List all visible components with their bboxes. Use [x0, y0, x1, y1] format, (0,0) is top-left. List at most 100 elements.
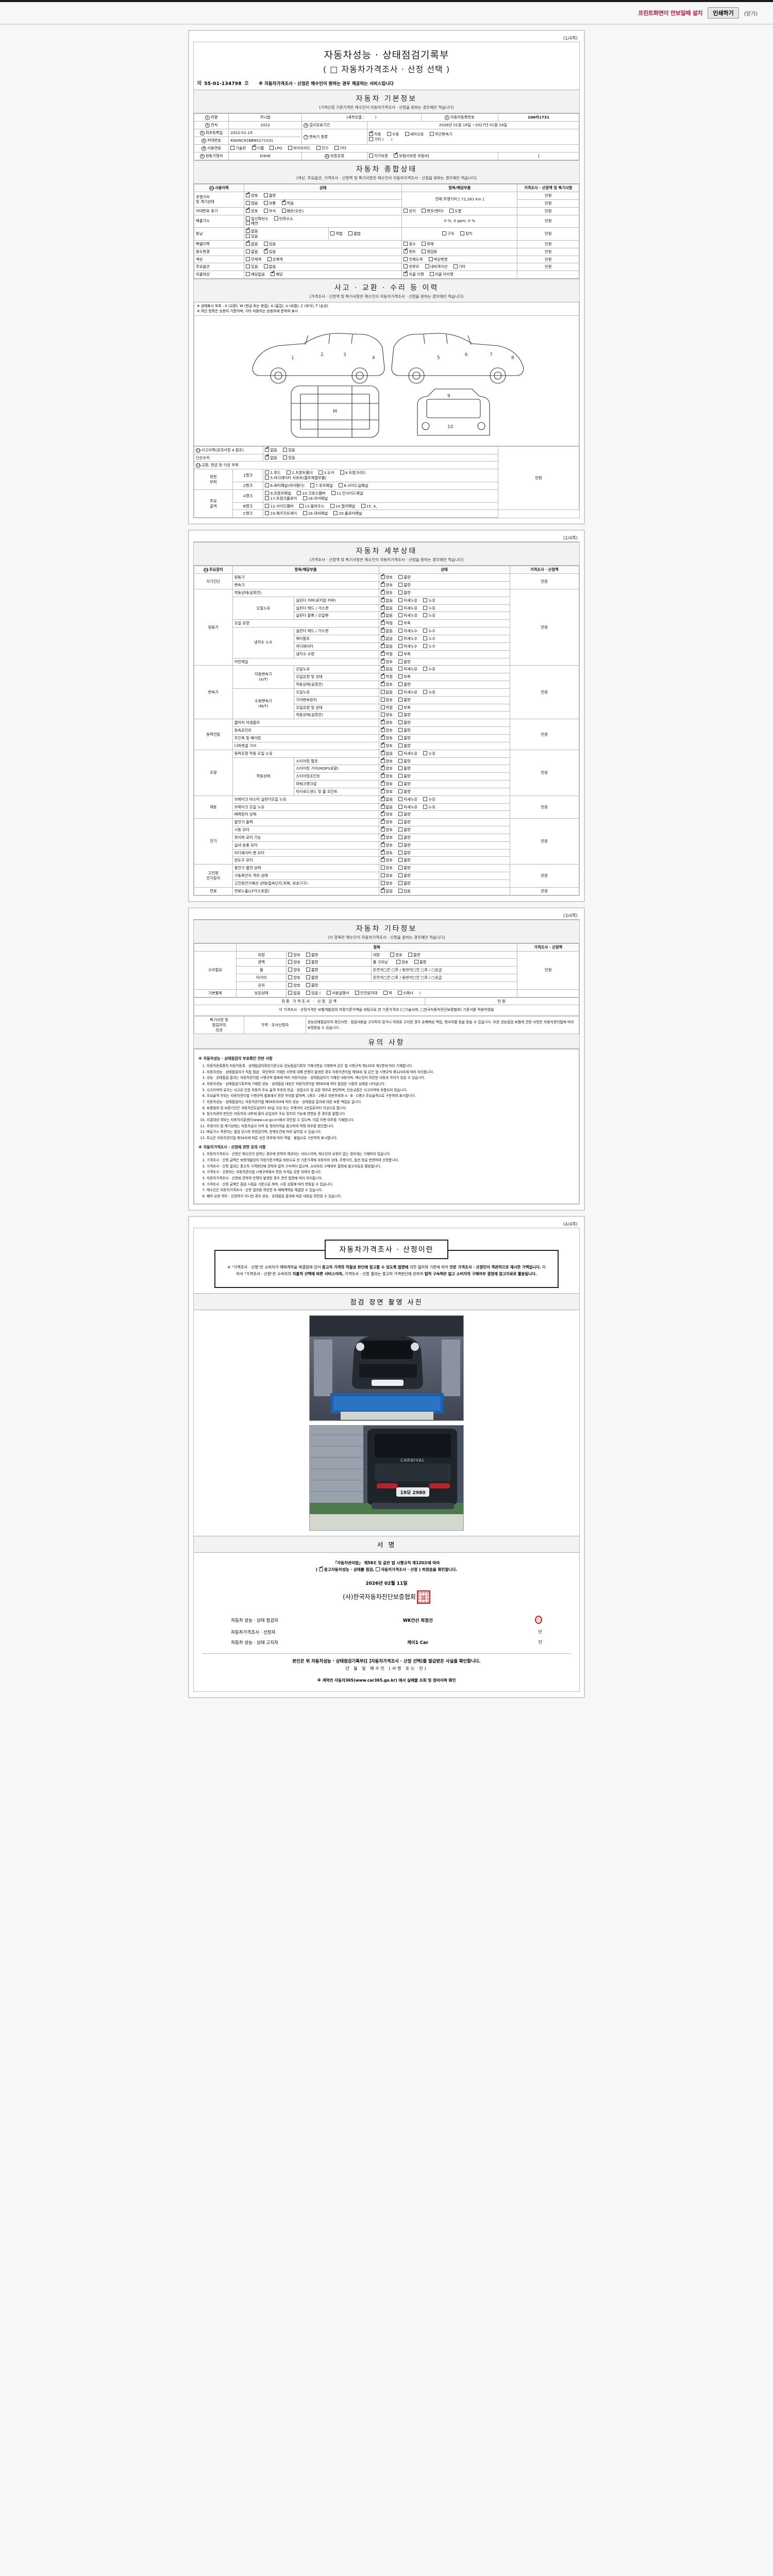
booster-bad[interactable]: 불량 [398, 812, 411, 817]
at-idle-good[interactable]: 양호 [380, 681, 393, 687]
cyl-head-none[interactable]: 없음 [380, 604, 393, 611]
part-7-roof-panel[interactable]: 7.루프패널 [310, 483, 333, 488]
warranty-option-insurer[interactable]: 보험사보증 보험사[ [394, 152, 429, 159]
mt-leak-minor[interactable]: 미세누유 [398, 689, 417, 695]
ps-leak-minor[interactable]: 미세누유 [398, 751, 417, 756]
water-pump-minor[interactable]: 미세누수 [398, 636, 417, 641]
polish-good[interactable]: 양호 [288, 960, 300, 965]
fuel-yes[interactable]: 있음 [398, 888, 411, 894]
fan-good[interactable]: 양호 [380, 849, 393, 856]
glass-bad[interactable]: 불량 [306, 982, 318, 988]
water-pump-none[interactable]: 없음 [380, 635, 393, 641]
part-2-front-fender[interactable]: 2.프론트휀더 [287, 470, 313, 476]
st-gear-bad[interactable]: 불량 [398, 766, 411, 771]
mt-oil-ok[interactable]: 적정 [380, 705, 393, 710]
part-3-door[interactable]: 3.도어 [318, 470, 334, 476]
cyl-block-none[interactable]: 없음 [380, 612, 393, 618]
transmission-option-auto[interactable]: 자동 [369, 130, 381, 137]
recall-not-applicable[interactable]: 해당없음 [246, 272, 265, 277]
at-leak-minor[interactable]: 미세누유 [398, 667, 417, 672]
usage-none[interactable]: 없음 [246, 249, 258, 255]
mileage-bad[interactable]: 불량 [263, 193, 276, 198]
basic-triangle[interactable]: 안전삼각대 [355, 990, 377, 996]
part-11-inside-panel[interactable]: 11.인사이드패널 [331, 490, 363, 496]
engine-diag-good[interactable]: 양호 [380, 573, 393, 580]
mt-leak-none[interactable]: 없음 [380, 689, 393, 695]
tire-bad[interactable]: 불량 [306, 975, 318, 980]
close-link[interactable]: (닫기) [744, 11, 758, 17]
trans-diag-good[interactable]: 양호 [380, 581, 393, 588]
bm-none[interactable]: 없음 [380, 795, 393, 802]
part-4-trunk-lid[interactable]: 4.트렁크리드 [340, 470, 366, 476]
st-joint-good[interactable]: 양호 [380, 772, 393, 779]
cyl-head-leak[interactable]: 누유 [423, 605, 435, 611]
bo-minor[interactable]: 미세누유 [398, 804, 417, 810]
wheel-bad[interactable]: 불량 [306, 968, 318, 973]
emission-hc[interactable]: 탄화수소 [274, 216, 293, 222]
wiper-good[interactable]: 양호 [380, 834, 393, 840]
idle-good[interactable]: 양호 [380, 589, 393, 596]
fan-bad[interactable]: 불량 [398, 850, 411, 856]
ps-leak-none[interactable]: 없음 [380, 750, 393, 756]
basic-none[interactable]: 없음 [288, 990, 300, 996]
recall-done[interactable]: 리콜 이행 [404, 270, 424, 277]
cyl-block-minor[interactable]: 미세누유 [398, 613, 417, 618]
int-good[interactable]: 양호 [390, 952, 402, 958]
mt-idle-good[interactable]: 양호 [380, 713, 393, 718]
part-12-side-member[interactable]: 12.사이드멤버 [265, 503, 294, 509]
shaft-good[interactable]: 양호 [380, 734, 393, 741]
ps-leak-leak[interactable]: 누유 [423, 751, 435, 756]
window-good[interactable]: 양호 [380, 856, 393, 863]
diff-good[interactable]: 양호 [380, 742, 393, 749]
tuning-yes[interactable]: 있음 [246, 234, 258, 239]
at-leak-leak[interactable]: 누유 [423, 667, 435, 672]
color-achromatic[interactable]: 무채색 [246, 257, 261, 262]
fuel-none[interactable]: 없음 [380, 887, 393, 894]
mileage-normal[interactable]: 보통 [263, 200, 276, 206]
option-none[interactable]: 없음 [263, 264, 276, 269]
head-gasket-minor[interactable]: 미세누수 [398, 629, 417, 634]
hv-good[interactable]: 양호 [380, 881, 393, 886]
fuel-option-lpg[interactable]: LPG [270, 146, 282, 151]
at-oil-ok[interactable]: 적정 [380, 673, 393, 680]
vin-corrosion[interactable]: 부식 [263, 208, 276, 214]
part-15-a[interactable]: 15. A, [361, 503, 377, 509]
vin-erased[interactable]: 도말 [449, 208, 461, 214]
basic-jack[interactable]: 잭 [383, 990, 392, 996]
part-18-rear-panel[interactable]: 18.리어패널 [303, 496, 328, 501]
wiper-bad[interactable]: 불량 [398, 835, 411, 840]
tuning-legal[interactable]: 적법 [330, 231, 343, 236]
polish-bad[interactable]: 불량 [306, 960, 318, 965]
mt-leak-leak[interactable]: 누유 [423, 689, 435, 695]
window-bad[interactable]: 불량 [398, 858, 411, 863]
room-bad[interactable]: 불량 [414, 960, 426, 965]
confirm-checkbox-price[interactable] [376, 1567, 380, 1571]
part-20-floor-panel[interactable]: 20.플로어패널 [333, 511, 362, 516]
part-17-trunk-floor[interactable]: 17.트렁크플로어 [265, 496, 297, 501]
hv-bad[interactable]: 불량 [398, 881, 411, 886]
coolant-level-ok[interactable]: 적정 [380, 650, 393, 657]
trans-diag-bad[interactable]: 불량 [398, 583, 411, 588]
wheel-position-options[interactable]: 운전석□전 □후 / 동반석□전 □후 / □응급 [371, 966, 518, 975]
cyl-cover-leak[interactable]: 누유 [423, 598, 435, 603]
diff-bad[interactable]: 불량 [398, 743, 411, 749]
special-yes[interactable]: 있음 [263, 241, 276, 247]
fuel-option-diesel[interactable]: 디젤 [251, 144, 264, 151]
part-19-package-tray[interactable]: 19.패키지트레이 [265, 511, 297, 516]
common-rail-good[interactable]: 양호 [380, 658, 393, 665]
at-oil-low[interactable]: 부족 [398, 674, 411, 680]
part-13-wheel-house[interactable]: 13.휠하우스 [299, 503, 324, 509]
vin-altered[interactable]: 변조(변타) [422, 208, 444, 214]
batt-bad[interactable]: 불량 [398, 873, 411, 878]
cyl-head-minor[interactable]: 미세누유 [398, 605, 417, 611]
usage-yes[interactable]: 있음 [263, 248, 276, 255]
crank-arm-good[interactable]: 양호 [380, 780, 393, 787]
tire-position-options[interactable]: 운전석□전 □후 / 동반석□전 □후 / □응급 [371, 974, 518, 982]
emission-co[interactable]: 일산화탄소 [246, 216, 268, 222]
at-idle-bad[interactable]: 불량 [398, 682, 411, 687]
oil-level-low[interactable]: 부족 [398, 621, 411, 626]
option-navigation[interactable]: 네비게이션 [425, 264, 447, 269]
starter-bad[interactable]: 불량 [398, 827, 411, 833]
transmission-option-cvt[interactable]: 무단변속기 [429, 131, 452, 137]
booster-good[interactable]: 양호 [380, 810, 393, 817]
